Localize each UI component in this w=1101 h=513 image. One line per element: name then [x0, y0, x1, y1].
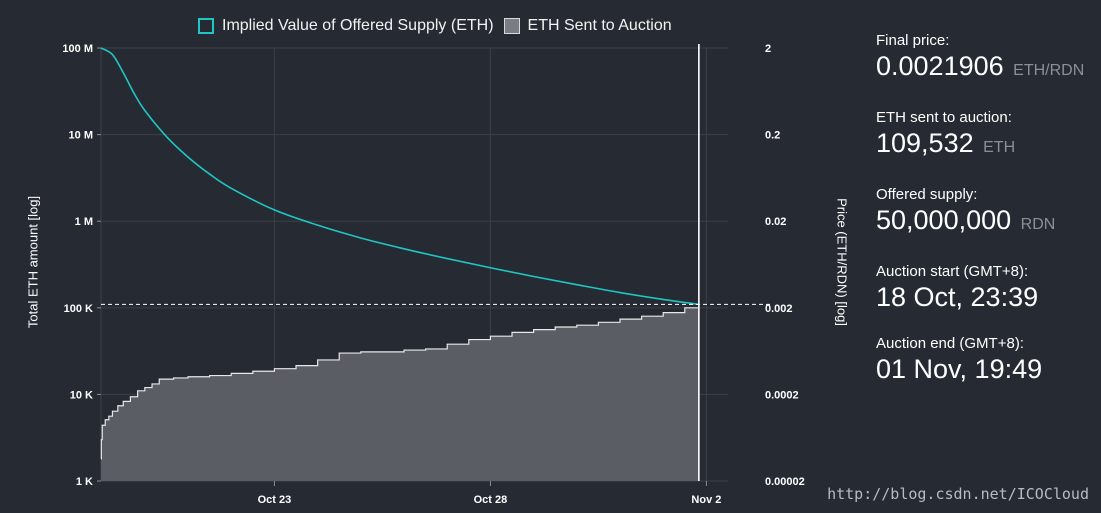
- stat-value: 109,532 ETH: [876, 127, 1096, 164]
- legend-swatch-line: [198, 18, 214, 34]
- stat-auction-end: Auction end (GMT+8): 01 Nov, 19:49: [876, 335, 1096, 385]
- legend-swatch-area: [503, 18, 520, 34]
- stat-auction-start: Auction start (GMT+8): 18 Oct, 23:39: [876, 263, 1096, 313]
- y-tick-label-left: 10 M: [69, 130, 93, 142]
- axes: 1 K 10 K 100 K 1 M 10 M 100 M 0.00002 0.0002 0.0…: [62, 43, 804, 506]
- stat-value: 18 Oct, 23:39: [876, 281, 1096, 313]
- stat-final-price: Final price: 0.0021906 ETH/RDN: [876, 32, 1096, 87]
- stat-eth-sent: ETH sent to auction: 109,532 ETH: [876, 109, 1096, 164]
- x-tick-label: Oct 28: [474, 494, 508, 506]
- watermark: http://blog.csdn.net/ICOCloud: [827, 485, 1089, 503]
- eth-sent-area-outline: [100, 304, 700, 460]
- stat-number: 18 Oct, 23:39: [876, 282, 1039, 312]
- stat-label: Final price:: [876, 32, 950, 49]
- stat-number: 109,532: [876, 128, 974, 158]
- stat-label: Auction start (GMT+8):: [876, 263, 1029, 280]
- chart-legend: Implied Value of Offered Supply (ETH) ET…: [198, 17, 682, 35]
- eth-sent-area-series: [100, 304, 700, 481]
- stat-label: ETH sent to auction:: [876, 109, 1012, 126]
- eth-sent-area-fill: [101, 304, 699, 481]
- legend-label-eth-sent: ETH Sent to Auction: [527, 17, 672, 34]
- stat-value: 01 Nov, 19:49: [876, 353, 1096, 385]
- x-tick-label: Oct 23: [258, 494, 292, 506]
- stat-number: 50,000,000: [876, 205, 1012, 235]
- y-tick-label-left: 100 M: [62, 43, 93, 55]
- stat-unit: ETH: [983, 139, 1016, 156]
- legend-item-implied-value[interactable]: Implied Value of Offered Supply (ETH): [198, 17, 494, 35]
- stat-number: 0.0021906: [876, 51, 1004, 81]
- y-tick-label-right: 0.2: [765, 130, 780, 142]
- stat-value: 0.0021906 ETH/RDN: [876, 50, 1096, 87]
- y-tick-label-right: 2: [765, 43, 771, 55]
- implied-value-line-series: [100, 47, 699, 306]
- y-tick-label-left: 1 M: [75, 216, 93, 228]
- y-tick-label-right: 0.002: [765, 303, 793, 315]
- stat-offered-supply: Offered supply: 50,000,000 RDN: [876, 186, 1096, 241]
- auction-stats-panel: Final price: 0.0021906 ETH/RDN ETH sent …: [876, 32, 1096, 407]
- y-tick-label-right: 0.0002: [765, 389, 799, 401]
- stat-unit: ETH/RDN: [1013, 62, 1085, 79]
- auction-chart: 1 K 10 K 100 K 1 M 10 M 100 M 0.00002 0.0002 0.0…: [62, 43, 804, 506]
- stat-label: Auction end (GMT+8):: [876, 335, 1024, 352]
- y-tick-label-right: 0.02: [765, 216, 786, 228]
- y-tick-label-left: 1 K: [76, 476, 93, 488]
- stat-number: 01 Nov, 19:49: [876, 354, 1043, 384]
- y-tick-label-left: 100 K: [64, 303, 93, 315]
- chart-overlays: [101, 44, 770, 481]
- y-tick-label-left: 10 K: [70, 389, 93, 401]
- stat-label: Offered supply:: [876, 186, 978, 203]
- stat-value: 50,000,000 RDN: [876, 204, 1096, 241]
- y-axis-right-title: Price (ETH/RDN) [log]: [834, 198, 850, 326]
- stat-unit: RDN: [1020, 216, 1056, 233]
- y-tick-label-right: 0.00002: [765, 476, 805, 488]
- y-axis-left-title: Total ETH amount [log]: [25, 195, 41, 329]
- implied-value-line: [100, 47, 699, 306]
- legend-label-implied-value: Implied Value of Offered Supply (ETH): [222, 17, 494, 34]
- x-tick-label: Nov 2: [691, 494, 721, 506]
- legend-item-eth-sent[interactable]: ETH Sent to Auction: [503, 17, 672, 35]
